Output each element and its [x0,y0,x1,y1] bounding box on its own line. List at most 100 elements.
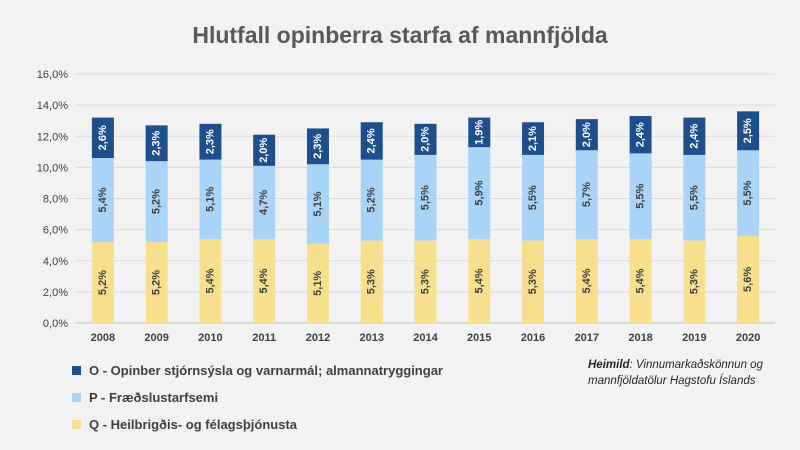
bar-segment-o [199,123,222,160]
bar-segment-p [575,150,598,239]
y-tick-label: 10,0% [37,162,68,174]
y-tick-label: 8,0% [43,194,68,206]
data-label: 5,5% [635,183,647,208]
data-label: 5,4% [258,268,270,293]
bar-segment-q [253,238,276,323]
y-tick-label: 6,0% [43,225,68,237]
y-tick-label: 4,0% [43,256,68,268]
bar-segment-p [145,161,168,243]
bar-segment-o [414,123,437,155]
bar-segment-p [683,154,706,241]
data-label: 5,4% [204,268,216,293]
x-tick-label: 2013 [359,332,383,344]
x-tick-label: 2010 [198,332,222,344]
bar-segment-q [629,238,652,323]
data-label: 5,3% [527,269,539,294]
data-label: 5,5% [742,180,754,205]
data-label: 2,0% [581,122,593,147]
bar-segment-p [629,153,652,239]
data-label: 5,3% [366,269,378,294]
data-label: 5,5% [420,185,432,210]
bar-segment-o [360,122,383,160]
data-label: 5,1% [312,271,324,296]
data-label: 5,2% [366,187,378,212]
data-label: 2,0% [258,138,270,163]
data-label: 5,2% [151,270,163,295]
source-label: Heimild [588,359,630,371]
y-tick-label: 12,0% [37,131,68,143]
bar-segment-p [91,158,114,243]
bar-segment-p [414,154,437,241]
data-label: 1,9% [473,120,485,145]
legend-item-p: P - Fræðslustarfsemi [72,384,443,411]
data-label: 5,6% [742,267,754,292]
x-tick-label: 2017 [575,332,599,344]
bar-segment-q [306,243,329,323]
data-label: 2,3% [204,129,216,154]
bar-segment-q [360,240,383,323]
bar-segment-o [91,117,114,159]
bar-segment-o [306,128,329,165]
x-tick-label: 2014 [413,332,438,344]
legend-swatch-q [72,420,81,429]
x-tick-label: 2018 [628,332,652,344]
bar-segment-q [145,242,168,323]
data-label: 5,2% [97,270,109,295]
data-label: 2,6% [97,125,109,150]
bar-segment-o [468,117,491,148]
source-note: Heimild: Vinnumarkaðskönnun og mannfjöld… [588,357,788,389]
x-tick-label: 2020 [736,332,760,344]
data-label: 5,3% [688,269,700,294]
x-tick-label: 2012 [306,332,330,344]
data-label: 2,3% [151,131,163,156]
bar-segment-q [737,235,760,323]
data-label: 5,2% [151,189,163,214]
bar-segment-p [306,164,329,244]
legend-swatch-p [72,393,81,402]
bar-segment-o [683,117,706,155]
data-label: 5,1% [204,187,216,212]
data-label: 5,4% [635,268,647,293]
chart-legend: O - Opinber stjórnsýsla og varnarmál; al… [72,357,443,438]
data-label: 5,5% [688,185,700,210]
bar-segment-o [522,122,545,155]
data-label: 5,3% [420,269,432,294]
bar-segment-q [414,240,437,323]
legend-label-p: P - Fræðslustarfsemi [89,390,219,405]
data-label: 2,0% [420,127,432,152]
data-label: 2,4% [635,122,647,147]
legend-item-q: Q - Heilbrigðis- og félagsþjónusta [72,411,443,438]
data-label: 5,4% [581,268,593,293]
data-label: 4,7% [258,190,270,215]
x-tick-label: 2008 [91,332,115,344]
x-tick-label: 2016 [521,332,545,344]
data-label: 2,4% [688,123,700,148]
y-tick-label: 14,0% [37,100,68,112]
data-label: 2,1% [527,126,539,151]
legend-item-o: O - Opinber stjórnsýsla og varnarmál; al… [72,357,443,384]
bar-segment-p [360,159,383,241]
data-label: 5,9% [473,180,485,205]
data-label: 2,4% [366,128,378,153]
legend-label-q: Q - Heilbrigðis- og félagsþjónusta [89,417,298,432]
chart-title: Hlutfall opinberra starfa af mannfjölda [192,22,608,48]
data-label: 5,1% [312,191,324,216]
bar-segment-p [253,165,276,239]
bar-segment-q [91,242,114,323]
bar-segment-o [575,119,598,151]
y-tick-label: 0,0% [43,318,68,330]
bar-segment-p [737,150,760,236]
data-label: 5,5% [527,185,539,210]
source-text: : Vinnumarkaðskönnun og mannfjöldatölur … [588,359,763,387]
bar-segment-q [575,238,598,323]
bar-segment-o [253,134,276,166]
x-tick-label: 2015 [467,332,491,344]
bar-segment-o [145,125,168,162]
x-tick-label: 2009 [144,332,168,344]
bar-segment-o [629,116,652,154]
bar-segment-q [199,238,222,323]
bar-segment-q [683,240,706,323]
legend-swatch-o [72,366,81,375]
legend-label-o: O - Opinber stjórnsýsla og varnarmál; al… [89,363,443,378]
